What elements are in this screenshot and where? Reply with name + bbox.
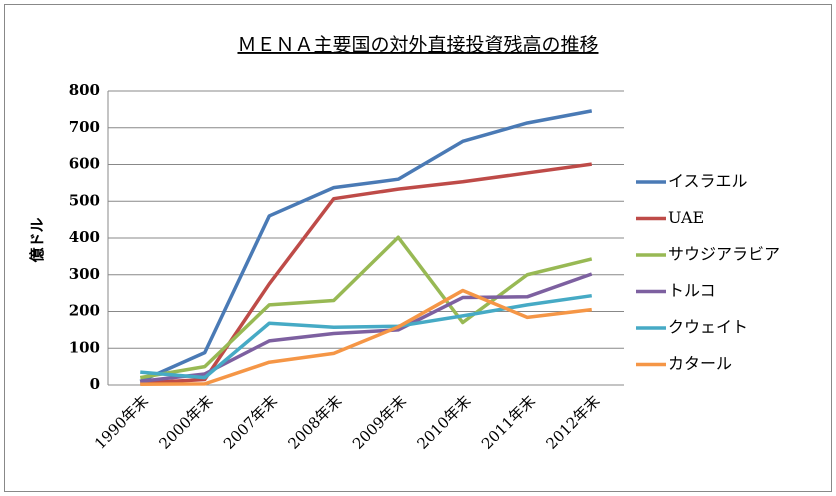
series-line [140, 288, 592, 387]
series-line [139, 109, 593, 383]
legend-label: トルコ [668, 281, 716, 300]
y-tick-label: 600 [69, 155, 100, 173]
y-axis-label: 億ドル [28, 217, 46, 262]
y-tick-label: 200 [69, 302, 100, 320]
legend-label: UAE [668, 208, 704, 227]
series-line [140, 162, 592, 385]
chart-border [4, 4, 832, 492]
y-tick-label: 800 [69, 81, 100, 99]
legend-label: サウジアラビア [668, 245, 780, 264]
legend-label: カタール [668, 354, 732, 373]
series-line [139, 235, 593, 380]
y-tick-label: 100 [69, 338, 100, 356]
y-tick-label: 400 [69, 228, 100, 246]
series-line [140, 293, 592, 380]
y-tick-label: 300 [69, 265, 100, 283]
y-tick-label: 0 [90, 375, 100, 393]
legend-label: イスラエル [668, 172, 748, 191]
y-tick-label: 500 [69, 191, 100, 209]
legend-label: クウェイト [668, 318, 748, 337]
chart-title: ＭＥＮＡ主要国の対外直接投資残高の推移 [237, 34, 598, 56]
y-tick-label: 700 [69, 118, 100, 136]
